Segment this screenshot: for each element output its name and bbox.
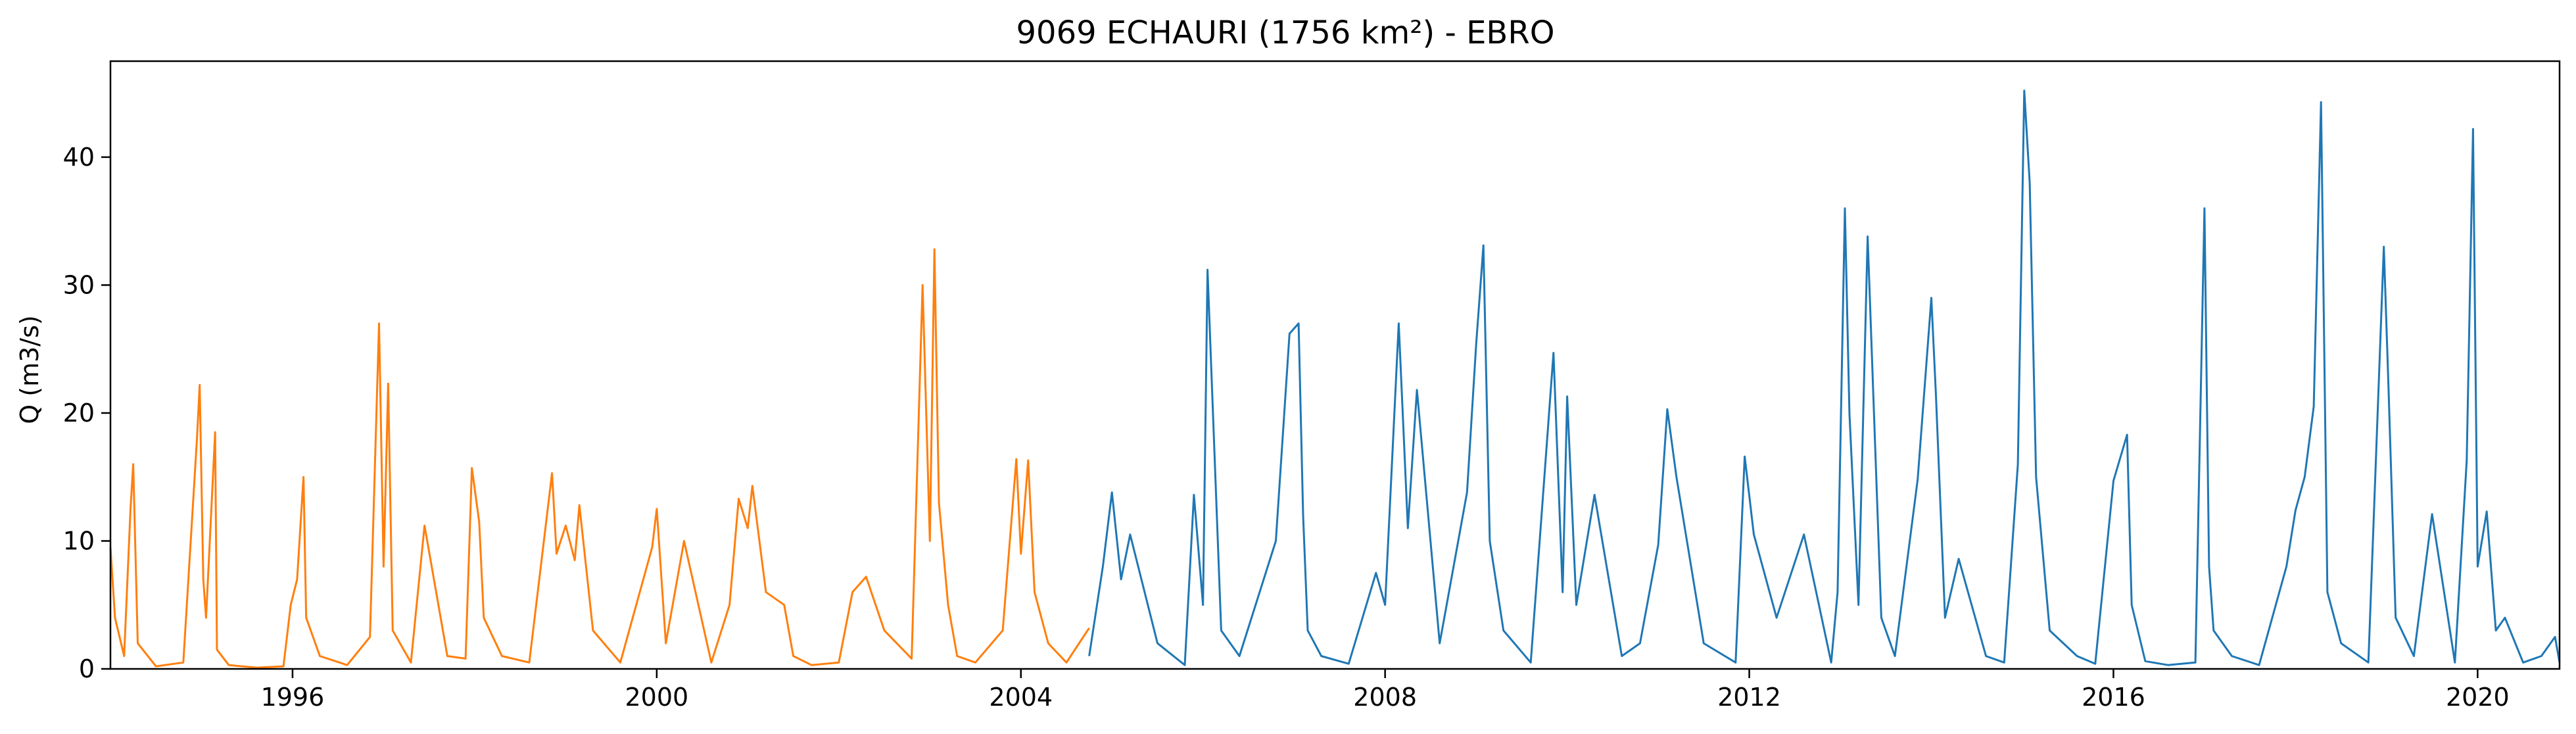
series-line-blue: [1088, 89, 2561, 666]
y-tick-label: 10: [63, 526, 95, 555]
x-tick-label: 2000: [625, 683, 688, 712]
y-axis-label: Q (m3/s): [15, 315, 44, 424]
series-line-orange: [109, 248, 1090, 669]
series-layer: [109, 89, 2561, 669]
y-tick-label: 40: [63, 143, 95, 172]
x-tick-label: 2008: [1353, 683, 1417, 712]
chart-title: 9069 ECHAURI (1756 km²) - EBRO: [1016, 14, 1555, 51]
x-tick-label: 2016: [2082, 683, 2145, 712]
y-tick-label: 20: [63, 399, 95, 428]
y-tick-label: 0: [79, 654, 95, 683]
plot-frame: [109, 60, 2561, 670]
x-tick-label: 2020: [2446, 683, 2510, 712]
x-tick-label: 1996: [261, 683, 325, 712]
x-tick-label: 2004: [989, 683, 1053, 712]
axes-layer: 1996 2000 2004 2008 2012 2016 2020 0 10 20 30 40: [63, 60, 2561, 712]
x-tick-label: 2012: [1717, 683, 1781, 712]
y-tick-label: 30: [63, 270, 95, 299]
